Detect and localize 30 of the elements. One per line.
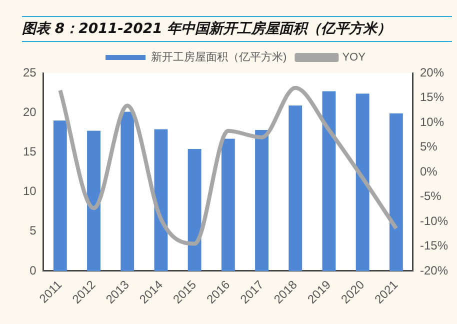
y-tick-label: 10 xyxy=(22,184,37,198)
y2-tick-label: 0% xyxy=(420,164,438,178)
bar xyxy=(288,105,302,271)
bar xyxy=(356,94,370,271)
y-tick-label: 5 xyxy=(30,224,37,238)
y2-tick-label: -20% xyxy=(420,263,448,278)
y2-tick-label: 20% xyxy=(420,65,444,80)
bar xyxy=(53,120,67,271)
bar xyxy=(188,149,202,271)
bar xyxy=(87,130,100,271)
bar xyxy=(120,112,134,271)
chart-title: 图表 8：2011-2021 年中国新开工房屋面积（亿平方米） xyxy=(22,16,452,42)
bar xyxy=(154,129,168,271)
bar xyxy=(389,113,403,271)
y-tick-label: 20 xyxy=(22,104,37,119)
y-tick-label: 0 xyxy=(30,263,37,278)
y2-tick-label: -10% xyxy=(420,214,448,228)
y-tick-label: 25 xyxy=(22,65,37,80)
y-tick-label: 15 xyxy=(22,144,37,158)
y2-tick-label: -5% xyxy=(420,189,442,204)
y2-tick-label: 5% xyxy=(420,140,438,154)
y2-tick-label: 15% xyxy=(420,90,444,104)
bar xyxy=(221,138,235,271)
y2-tick-label: 10% xyxy=(420,114,444,129)
legend-label: 新开工房屋面积（亿平方米) xyxy=(151,50,287,64)
bar xyxy=(322,91,336,271)
line-series xyxy=(58,86,398,246)
y2-tick-label: -15% xyxy=(420,238,448,253)
legend-label: YOY xyxy=(342,52,366,64)
bar xyxy=(255,130,268,271)
